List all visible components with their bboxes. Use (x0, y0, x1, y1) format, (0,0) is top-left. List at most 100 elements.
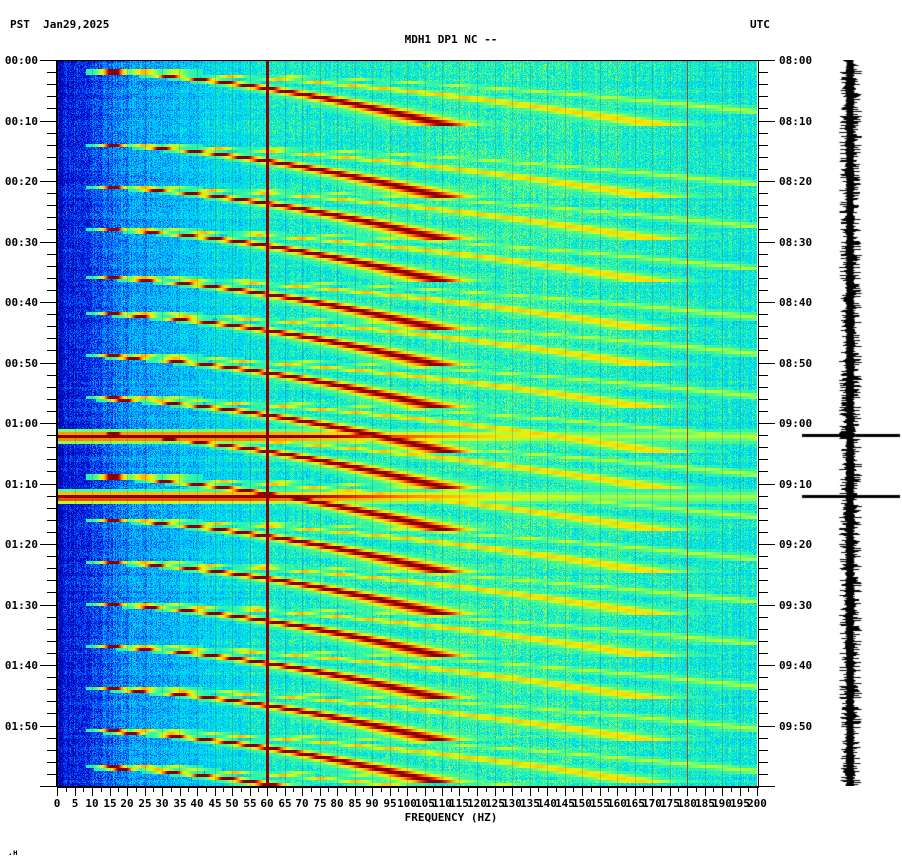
x-axis-label: 110 (432, 797, 452, 810)
x-axis-tick (250, 787, 251, 796)
seismogram-trace-panel[interactable] (800, 60, 902, 786)
y-axis-label-left: 01:10 (4, 478, 38, 491)
x-axis-label: 35 (173, 797, 187, 810)
y-axis-tick-right (759, 508, 768, 509)
y-axis-tick-left (47, 399, 56, 400)
x-axis-tick (503, 787, 504, 792)
x-axis-tick (617, 787, 618, 796)
x-axis-tick (661, 787, 662, 792)
y-axis-tick-right (759, 677, 768, 678)
y-axis-tick-left (47, 108, 56, 109)
y-axis-tick-right (759, 363, 775, 364)
y-axis-label-left: 00:30 (4, 236, 38, 249)
x-axis-tick (626, 787, 627, 792)
header-left: PST Jan29,2025 (10, 18, 109, 31)
y-axis-tick-right (759, 459, 768, 460)
x-axis-tick (258, 787, 259, 792)
x-axis-tick (215, 787, 216, 796)
y-axis-tick-right (759, 435, 768, 436)
y-axis-tick-left (47, 375, 56, 376)
x-axis-tick (206, 787, 207, 792)
y-axis-tick-right (759, 726, 775, 727)
x-axis-label: 200 (747, 797, 767, 810)
x-axis-tick (75, 787, 76, 796)
y-axis-tick-left (47, 326, 56, 327)
y-axis-tick-right (759, 786, 775, 787)
y-axis-tick-right (759, 629, 768, 630)
y-axis-label-left: 01:00 (4, 417, 38, 430)
y-axis-tick-left (47, 520, 56, 521)
y-axis-tick-right (759, 774, 768, 775)
date-label: Jan29,2025 (43, 18, 110, 31)
corner-artifact-glyph: .н (8, 848, 18, 857)
y-axis-tick-right (759, 169, 768, 170)
y-axis-tick-left (47, 653, 56, 654)
x-axis-label: 165 (625, 797, 645, 810)
y-axis-tick-right (759, 108, 768, 109)
x-axis-label: 170 (642, 797, 662, 810)
y-axis-tick-left (47, 254, 56, 255)
x-axis-tick (731, 787, 732, 792)
x-axis-tick (320, 787, 321, 796)
y-axis-label-left: 00:00 (4, 54, 38, 67)
x-axis-tick (582, 787, 583, 796)
y-axis-tick-right (759, 701, 768, 702)
x-axis-tick (495, 787, 496, 796)
y-axis-tick-left (40, 363, 56, 364)
x-axis (57, 786, 758, 787)
x-axis-label: 15 (103, 797, 117, 810)
x-axis-tick (118, 787, 119, 792)
x-axis-tick (162, 787, 163, 796)
y-axis-tick-left (47, 435, 56, 436)
spectrogram-plot[interactable] (57, 60, 757, 786)
x-axis-tick (687, 787, 688, 796)
x-axis-tick (512, 787, 513, 796)
x-axis-label: 135 (520, 797, 540, 810)
x-axis-tick (547, 787, 548, 796)
y-axis-tick-left (47, 508, 56, 509)
x-axis-label: 20 (120, 797, 134, 810)
y-axis-tick-left (47, 556, 56, 557)
y-axis-tick-left (47, 96, 56, 97)
y-axis-tick-right (759, 302, 775, 303)
y-axis-tick-right (759, 193, 768, 194)
x-axis-tick (241, 787, 242, 792)
y-axis-tick-left (40, 302, 56, 303)
x-axis-label: 95 (383, 797, 397, 810)
x-axis-tick (740, 787, 741, 796)
y-axis-tick-left (40, 242, 56, 243)
y-axis-tick-right (759, 484, 775, 485)
x-axis-label: 65 (278, 797, 292, 810)
y-axis-tick-right (759, 617, 768, 618)
y-axis-tick-left (40, 665, 56, 666)
x-axis-tick (83, 787, 84, 792)
x-axis-tick (556, 787, 557, 792)
y-axis-tick-right (759, 217, 768, 218)
x-axis-label: 75 (313, 797, 327, 810)
x-axis-label: 145 (555, 797, 575, 810)
x-axis-tick (337, 787, 338, 796)
y-axis-tick-right (759, 750, 768, 751)
y-axis-tick-right (759, 580, 768, 581)
y-axis-right (758, 60, 759, 787)
x-axis-tick (678, 787, 679, 792)
y-axis-tick-left (47, 169, 56, 170)
y-axis-tick-right (759, 556, 768, 557)
x-axis-tick (573, 787, 574, 792)
x-axis-tick (608, 787, 609, 792)
x-axis-tick (486, 787, 487, 792)
y-axis-tick-right (759, 72, 768, 73)
x-axis-tick (136, 787, 137, 792)
x-axis-tick (363, 787, 364, 792)
x-axis-tick (442, 787, 443, 796)
x-axis-tick (696, 787, 697, 792)
x-axis-label: 10 (85, 797, 99, 810)
y-axis-label-left: 00:40 (4, 296, 38, 309)
y-axis-tick-left (47, 677, 56, 678)
y-axis-tick-left (47, 229, 56, 230)
y-axis-tick-right (759, 568, 768, 569)
x-axis-label: 115 (449, 797, 469, 810)
x-axis-label: 0 (53, 797, 61, 810)
y-axis-label-left: 01:50 (4, 720, 38, 733)
y-axis-tick-left (47, 617, 56, 618)
